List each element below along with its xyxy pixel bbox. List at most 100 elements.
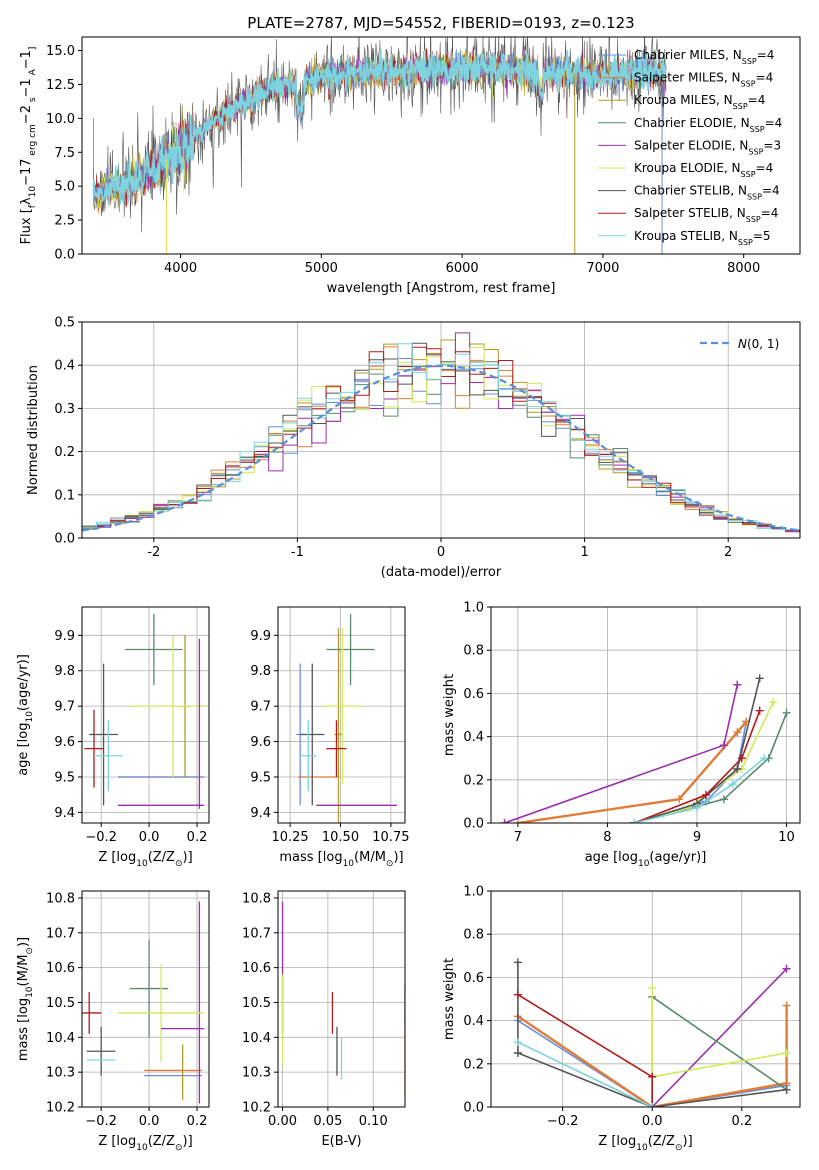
weight-marker — [782, 1049, 791, 1057]
x-axis-label-part: 10 — [136, 1143, 148, 1153]
y-tick-label: 9.8 — [250, 664, 271, 679]
histogram-salpeter-stelib — [82, 346, 800, 531]
x-axis-label: wavelength [Angstrom, rest frame] — [327, 281, 556, 296]
panel-age-vs-Z: −0.2 0.0 0.29.49.59.69.79.89.9Z [log10(Z/Z… — [16, 606, 210, 869]
y-tick-label: 9.5 — [54, 770, 75, 785]
x-axis-label-part: 10 — [636, 1143, 648, 1153]
x-axis-label: age [log10(age/yr)] — [585, 850, 707, 869]
axes-frame — [490, 606, 801, 824]
y-tick-label: 12.5 — [46, 78, 75, 93]
x-tick-label: 1 — [580, 545, 588, 560]
legend-gaussian-symbol: N — [738, 337, 747, 351]
legend-nssp: =4 — [757, 48, 775, 62]
weight-line-salpeter-miles — [517, 1005, 788, 1107]
legend-subscript: SSP — [741, 79, 756, 88]
y-axis-label-part: A — [28, 68, 38, 78]
weight-line-salpeter-elodie — [651, 968, 788, 1107]
x-tick-label: 9 — [693, 830, 701, 845]
y-axis-label-part: mass [log — [16, 998, 31, 1061]
x-tick-label: 0.2 — [187, 1114, 208, 1129]
y-tick-label: 10.2 — [46, 1101, 75, 1116]
panel-age-vs-mass: 10.25 10.50 10.75 9.4 9.5 9.6 9.7 9.8 9.9 mass [l… — [250, 606, 409, 869]
x-axis-label-part: ⊙ — [675, 1143, 683, 1153]
legend-nssp: =4 — [762, 184, 780, 198]
y-tick-label: 9.6 — [250, 735, 271, 750]
axes-frame — [277, 606, 406, 824]
y-tick-label: 9.7 — [250, 700, 271, 715]
x-axis-label-part: 10 — [638, 859, 650, 869]
legend-entry: Salpeter STELIB, NSSP=4 — [634, 206, 778, 224]
y-tick-label: 9.5 — [250, 770, 271, 785]
x-axis-label-part: )] — [183, 850, 193, 865]
x-tick-label: −0.2 — [547, 1114, 579, 1129]
plot-area — [500, 674, 791, 823]
legend-gaussian-args: (0, 1) — [747, 337, 779, 351]
y-tick-label: 0.2 — [463, 1057, 484, 1072]
weight-marker — [782, 708, 791, 717]
x-axis-label-part: 10 — [136, 859, 148, 869]
x-tick-label: 0.2 — [731, 1114, 752, 1129]
y-tick-label: 0.1 — [54, 488, 75, 503]
y-tick-label: 9.8 — [54, 664, 75, 679]
y-axis-label-part: )] — [16, 937, 31, 947]
y-tick-label: 9.6 — [54, 735, 75, 750]
weight-line-salpeter-stelib — [517, 994, 653, 1107]
y-tick-label: 10.2 — [242, 1101, 271, 1116]
y-tick-label: 9.9 — [54, 629, 75, 644]
x-tick-label: 8 — [603, 830, 611, 845]
legend-subscript: SSP — [733, 102, 748, 111]
y-axis-label-part: f — [28, 204, 38, 208]
axes-frame — [490, 890, 801, 1108]
spectrum-line-chabrier-stelib — [93, 37, 667, 233]
weight-marker — [782, 964, 791, 973]
plot-area — [84, 614, 209, 809]
weight-line-chabrier-miles — [517, 1019, 787, 1107]
y-axis-label: age [log10(age/yr)] — [16, 654, 35, 776]
legend-series-name: Salpeter ELODIE, N — [634, 138, 748, 152]
x-axis-label-part: Z [log — [98, 850, 136, 865]
x-tick-label: 0.0 — [139, 1114, 160, 1129]
legend-entry: Salpeter MILES, NSSP=4 — [634, 71, 773, 89]
legend-subscript: SSP — [741, 170, 756, 179]
x-tick-label: −0.2 — [85, 1114, 117, 1129]
y-axis-label-part: 10 — [25, 986, 35, 998]
x-axis-label-part: )] — [183, 1134, 193, 1149]
legend-entry: Kroupa MILES, NSSP=4 — [634, 93, 765, 111]
y-tick-label: 0.2 — [463, 773, 484, 788]
x-axis-label-part: age [log — [585, 850, 638, 865]
figure-title: PLATE=2787, MJD=54552, FIBERID=0193, z=0… — [247, 14, 634, 32]
legend-series-name: Salpeter MILES, N — [634, 71, 741, 85]
x-tick-label: 0.10 — [359, 1114, 388, 1129]
y-tick-label: 10.0 — [46, 112, 75, 127]
legend-subscript: SSP — [738, 237, 753, 246]
weight-marker — [733, 680, 742, 689]
legend-subscript: SSP — [742, 57, 757, 66]
legend-series-name: Kroupa ELODIE, N — [634, 161, 741, 175]
y-tick-label: 0.8 — [463, 644, 484, 659]
x-tick-label: 7 — [514, 830, 522, 845]
weight-marker — [513, 1049, 522, 1057]
spectrum-line-kroupa-stelib — [92, 50, 667, 205]
weight-marker — [513, 958, 522, 967]
weight-marker — [733, 765, 742, 773]
y-axis-label-part: ] — [28, 47, 38, 51]
weight-marker — [733, 728, 742, 737]
legend-nssp: =5 — [753, 229, 771, 243]
weight-marker — [701, 790, 710, 799]
axes-frame — [81, 606, 210, 824]
legend-entry: Chabrier STELIB, NSSP=4 — [634, 184, 780, 202]
y-tick-label: 9.4 — [54, 806, 75, 821]
y-tick-label: 1.0 — [463, 885, 484, 900]
y-axis-label-part: (age/yr)] — [16, 654, 31, 711]
weight-marker — [630, 819, 639, 823]
y-tick-label: 0.0 — [54, 248, 75, 263]
legend-nssp: =4 — [765, 116, 783, 130]
x-tick-label: 0.0 — [642, 1114, 663, 1129]
weight-marker — [693, 803, 701, 812]
y-tick-label: 0.2 — [54, 445, 75, 460]
y-axis-label-part: −1 — [19, 78, 34, 97]
x-axis-label: (data-model)/error — [381, 565, 502, 580]
legend-series-name: Kroupa MILES, N — [634, 93, 733, 107]
